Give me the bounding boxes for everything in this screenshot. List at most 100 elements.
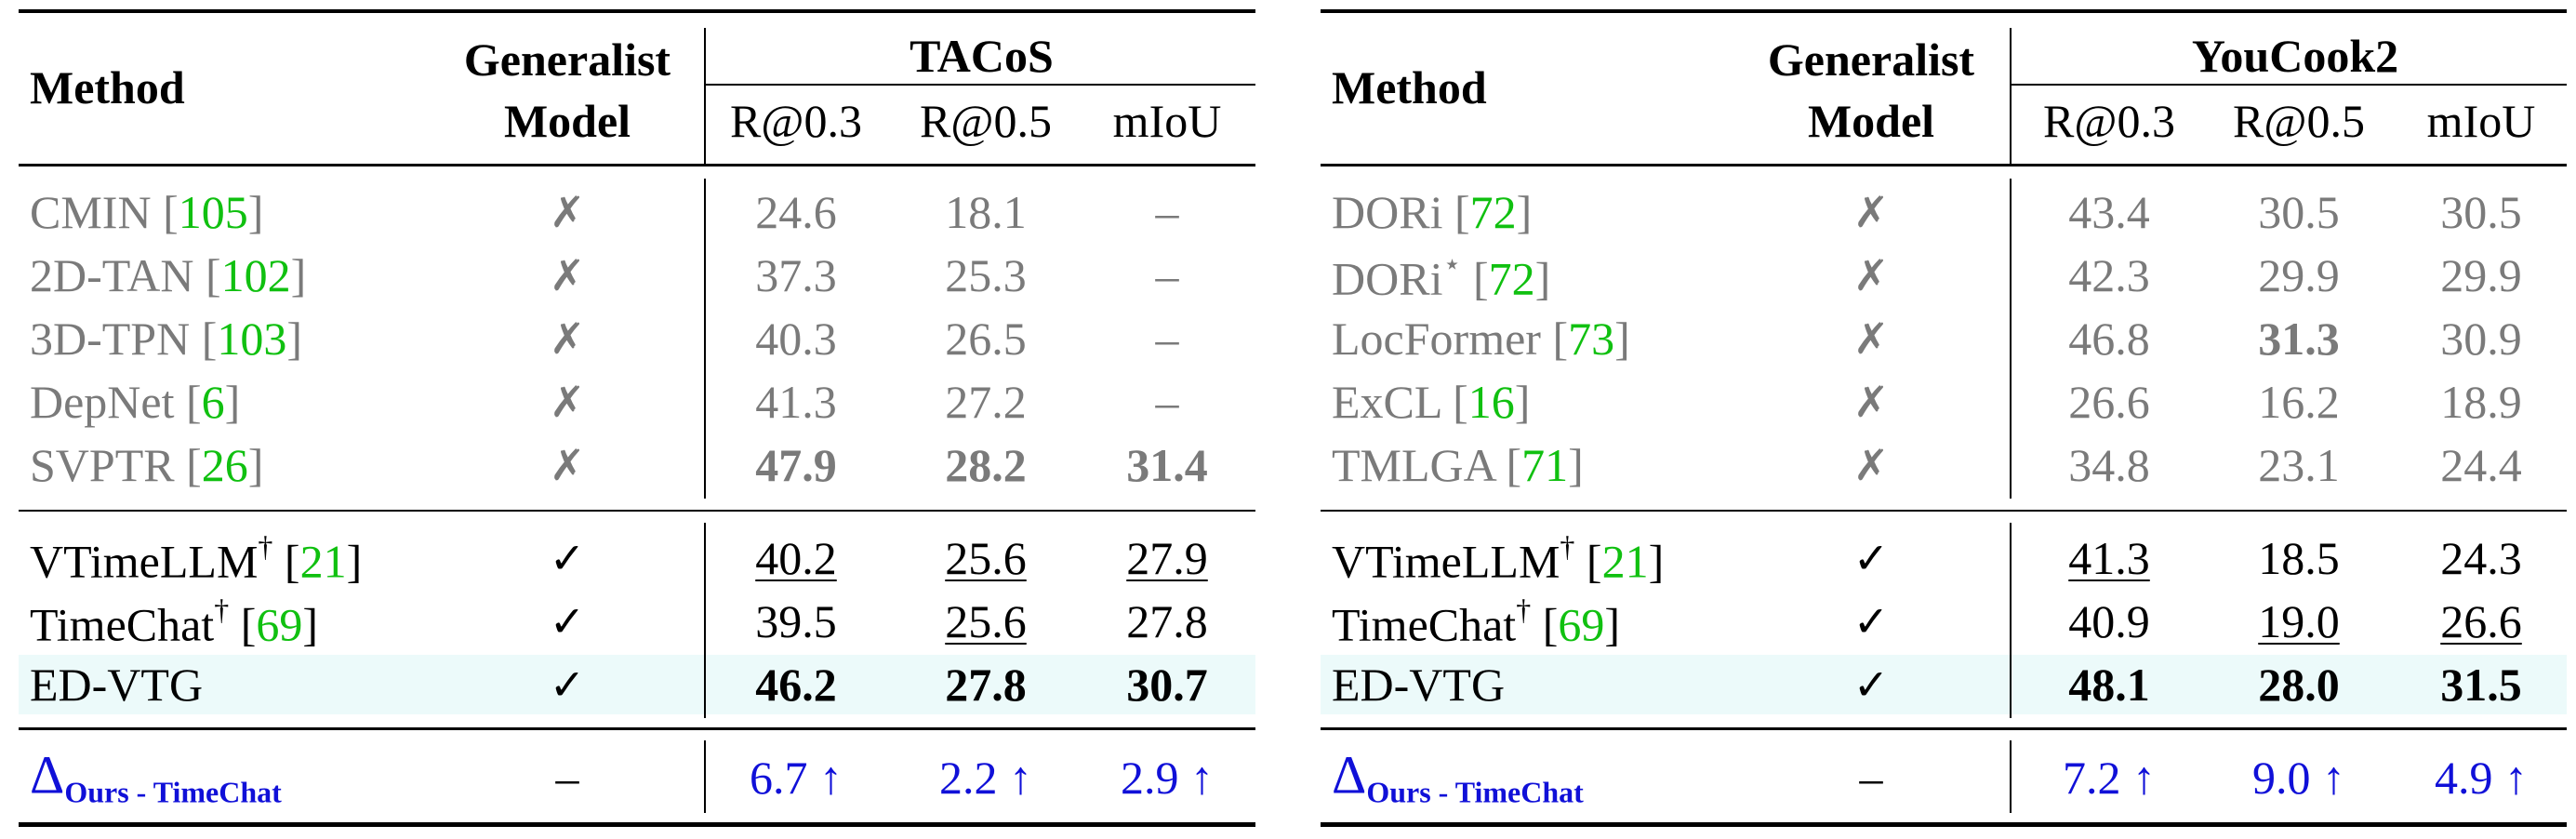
citation-close: ] bbox=[247, 439, 264, 491]
citation-close: ] bbox=[1604, 598, 1621, 651]
metric-value: 30.9 bbox=[2440, 313, 2522, 365]
method-label: VTimeLLM bbox=[30, 535, 259, 588]
citation-open: [ bbox=[190, 313, 218, 365]
citation-ref: 72 bbox=[1469, 186, 1517, 238]
header-vline bbox=[2010, 28, 2012, 164]
citation-close: ] bbox=[290, 249, 307, 301]
metric-value: 41.3 bbox=[2068, 532, 2150, 584]
metric-value: 28.2 bbox=[945, 439, 1027, 491]
metric-value: – bbox=[1155, 249, 1179, 301]
check-icon: ✓ bbox=[549, 659, 586, 710]
metric-value: 39.5 bbox=[755, 595, 837, 647]
metric-value: 31.3 bbox=[2258, 313, 2340, 365]
metric-value: 27.2 bbox=[945, 376, 1027, 428]
citation-open: [ bbox=[1441, 376, 1468, 428]
method-superscript: ⋆ bbox=[1442, 246, 1462, 281]
cross-icon: ✗ bbox=[1852, 377, 1890, 427]
metric-value: 24.6 bbox=[755, 186, 837, 238]
dataset-title: TACoS bbox=[910, 30, 1054, 82]
metric-value: 25.6 bbox=[945, 532, 1027, 584]
method-label: TimeChat bbox=[30, 598, 215, 651]
metric-value: 29.9 bbox=[2258, 249, 2340, 301]
method-superscript: † bbox=[214, 593, 230, 627]
metric-value: 30.5 bbox=[2440, 186, 2522, 238]
metric-value: 31.4 bbox=[1126, 439, 1208, 491]
delta-value: 4.9 ↑ bbox=[2435, 752, 2528, 804]
delta-label: ΔOurs - TimeChat bbox=[1332, 748, 1584, 809]
bottom-rule bbox=[19, 822, 1255, 827]
group1-vline bbox=[704, 179, 706, 499]
citation-ref: 16 bbox=[1467, 376, 1515, 428]
method-label: TMLGA bbox=[1332, 439, 1494, 491]
method-label: ExCL bbox=[1332, 376, 1441, 428]
delta-value: 9.0 ↑ bbox=[2252, 752, 2345, 804]
metric-value: 41.3 bbox=[755, 376, 837, 428]
method-name: CMIN [105] bbox=[30, 189, 263, 235]
metric-value: 24.4 bbox=[2440, 439, 2522, 491]
citation-ref: 6 bbox=[201, 376, 225, 428]
citation-close: ] bbox=[1568, 439, 1584, 491]
group-rule bbox=[19, 510, 1255, 512]
method-name: 2D-TAN [102] bbox=[30, 252, 306, 299]
group1-vline bbox=[2010, 179, 2012, 499]
method-label: 2D-TAN bbox=[30, 249, 194, 301]
method-name: DORi [72] bbox=[1332, 189, 1532, 235]
citation-open: [ bbox=[1531, 598, 1559, 651]
citation-close: ] bbox=[1516, 186, 1533, 238]
method-name: DORi⋆ [72] bbox=[1332, 249, 1550, 302]
citation-open: [ bbox=[1574, 535, 1602, 588]
metric-value: 27.8 bbox=[1126, 595, 1208, 647]
top-rule bbox=[19, 9, 1255, 13]
metric-value: 30.5 bbox=[2258, 186, 2340, 238]
delta-subscript: Ours - TimeChat bbox=[1366, 775, 1584, 809]
method-superscript: † bbox=[1516, 593, 1532, 627]
check-icon: ✓ bbox=[549, 533, 586, 583]
citation-open: [ bbox=[1461, 252, 1489, 305]
check-icon: ✓ bbox=[1852, 659, 1890, 710]
method-label: ED-VTG bbox=[30, 659, 204, 711]
metric-value: 46.2 bbox=[755, 659, 837, 711]
metric-value: 37.3 bbox=[755, 249, 837, 301]
delta-vline bbox=[2010, 740, 2012, 813]
cross-icon: ✗ bbox=[549, 250, 586, 300]
method-name: TimeChat† [69] bbox=[30, 595, 318, 648]
metric-value: 42.3 bbox=[2068, 249, 2150, 301]
method-label: TimeChat bbox=[1332, 598, 1517, 651]
citation-ref: 26 bbox=[201, 439, 248, 491]
method-header: Method bbox=[30, 61, 185, 113]
method-label: SVPTR bbox=[30, 439, 175, 491]
cross-icon: ✗ bbox=[549, 313, 586, 364]
delta-label: ΔOurs - TimeChat bbox=[30, 748, 282, 807]
citation-ref: 69 bbox=[256, 598, 303, 651]
metric-value: 31.5 bbox=[2440, 659, 2522, 711]
citation-ref: 72 bbox=[1488, 252, 1535, 305]
bottom-rule bbox=[1321, 822, 2567, 827]
method-name: LocFormer [73] bbox=[1332, 315, 1630, 362]
delta-generalist: – bbox=[555, 752, 579, 804]
delta-symbol: Δ bbox=[1332, 744, 1367, 806]
delta-value: 6.7 ↑ bbox=[750, 752, 843, 804]
cross-icon: ✗ bbox=[549, 187, 586, 237]
method-label: DORi bbox=[1332, 252, 1443, 305]
citation-ref: 73 bbox=[1568, 313, 1615, 365]
metric-header: mIoU bbox=[2426, 95, 2536, 147]
citation-ref: 21 bbox=[1601, 535, 1649, 588]
citation-open: [ bbox=[1442, 186, 1470, 238]
method-label: LocFormer bbox=[1332, 313, 1541, 365]
citation-ref: 71 bbox=[1521, 439, 1569, 491]
citation-ref: 103 bbox=[217, 313, 287, 365]
tacos-table: Method Generalist Model TACoS R@0.3 R@0.5 mIoU… bbox=[19, 0, 1255, 839]
metric-value: 40.9 bbox=[2068, 595, 2150, 647]
method-name: TimeChat† [69] bbox=[1332, 595, 1620, 648]
delta-value: 7.2 ↑ bbox=[2063, 752, 2156, 804]
method-superscript: † bbox=[258, 529, 273, 564]
metric-value: 28.0 bbox=[2258, 659, 2340, 711]
delta-generalist: – bbox=[1859, 752, 1883, 804]
citation-open: [ bbox=[193, 249, 221, 301]
metric-value: 18.1 bbox=[945, 186, 1027, 238]
citation-close: ] bbox=[1614, 313, 1630, 365]
citation-close: ] bbox=[302, 598, 319, 651]
method-name: VTimeLLM† [21] bbox=[1332, 532, 1664, 585]
delta-value: 2.9 ↑ bbox=[1121, 752, 1214, 804]
delta-value: 2.2 ↑ bbox=[939, 752, 1032, 804]
